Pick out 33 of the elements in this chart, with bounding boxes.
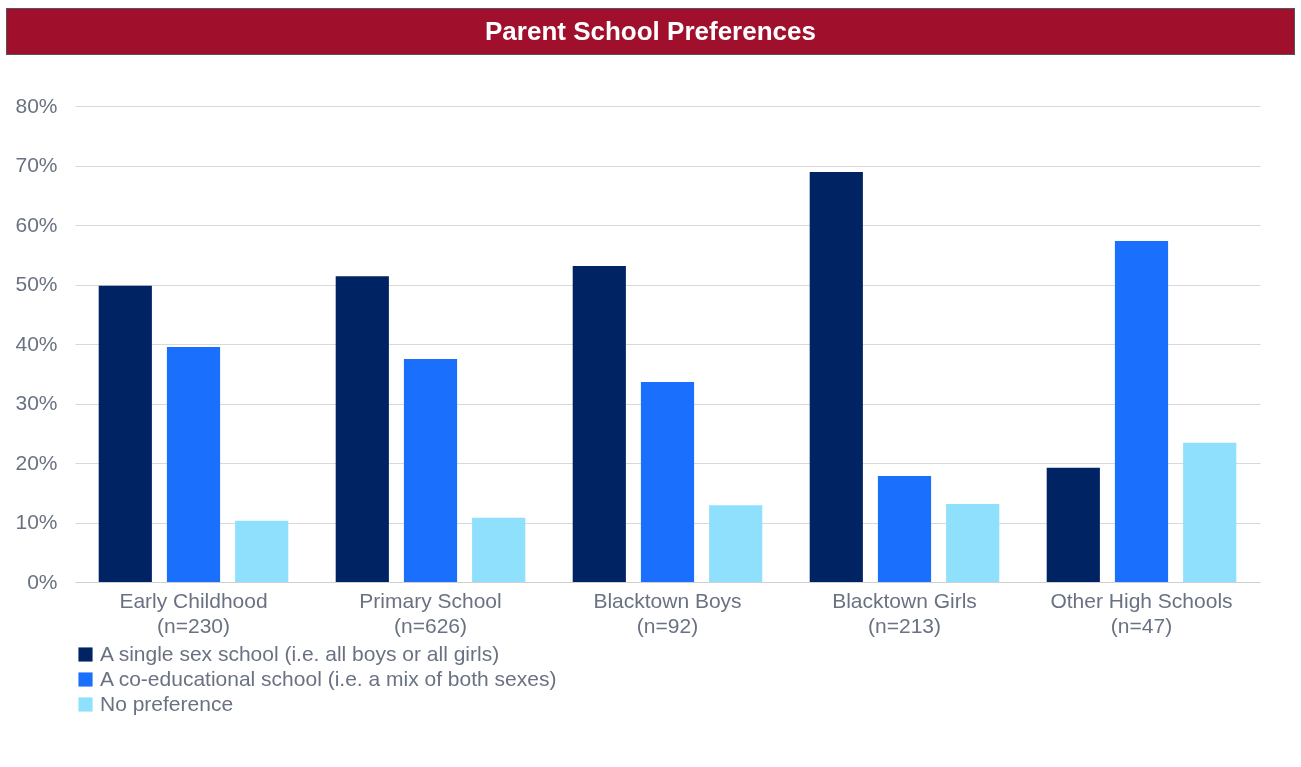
bar bbox=[946, 504, 1000, 582]
y-tick-label: 30% bbox=[15, 391, 58, 414]
x-tick-label: Other High Schools (n=47) bbox=[1050, 588, 1233, 637]
bar bbox=[235, 520, 289, 582]
bar bbox=[335, 276, 389, 582]
bar bbox=[809, 172, 863, 582]
bar bbox=[877, 476, 932, 582]
bar bbox=[1046, 467, 1100, 582]
y-tick-label: 20% bbox=[15, 450, 58, 474]
y-tick-label: 70% bbox=[15, 153, 58, 176]
y-tick-label: 10% bbox=[15, 510, 58, 533]
bar bbox=[709, 505, 763, 582]
y-tick-label: 0% bbox=[27, 569, 58, 593]
y-tick-label: 50% bbox=[15, 272, 58, 295]
bar bbox=[1114, 241, 1169, 582]
bar bbox=[98, 285, 152, 582]
legend-label: A co-educational school (i.e. a mix of both sexes) bbox=[100, 666, 557, 690]
y-tick-label: 60% bbox=[15, 212, 58, 236]
legend-label: No preference bbox=[100, 691, 234, 715]
y-tick-label: 40% bbox=[15, 331, 58, 355]
bar bbox=[472, 517, 526, 582]
legend-label: A single sex school (i.e. all boys or all girls) bbox=[100, 641, 500, 665]
x-tick-label: Early Childhood (n=230) bbox=[119, 588, 268, 637]
y-tick-label: 80% bbox=[15, 93, 58, 117]
chart-title: Parent School Preferences bbox=[6, 8, 1295, 55]
bar bbox=[403, 358, 458, 582]
x-tick-label: Blacktown Girls (n=213) bbox=[832, 588, 977, 637]
x-tick-label: Primary School (n=626) bbox=[359, 588, 502, 637]
bar bbox=[1183, 442, 1237, 582]
bar bbox=[572, 266, 626, 582]
bar bbox=[640, 382, 695, 582]
bar bbox=[166, 346, 221, 582]
x-tick-label: Blacktown Boys (n=92) bbox=[593, 588, 742, 637]
